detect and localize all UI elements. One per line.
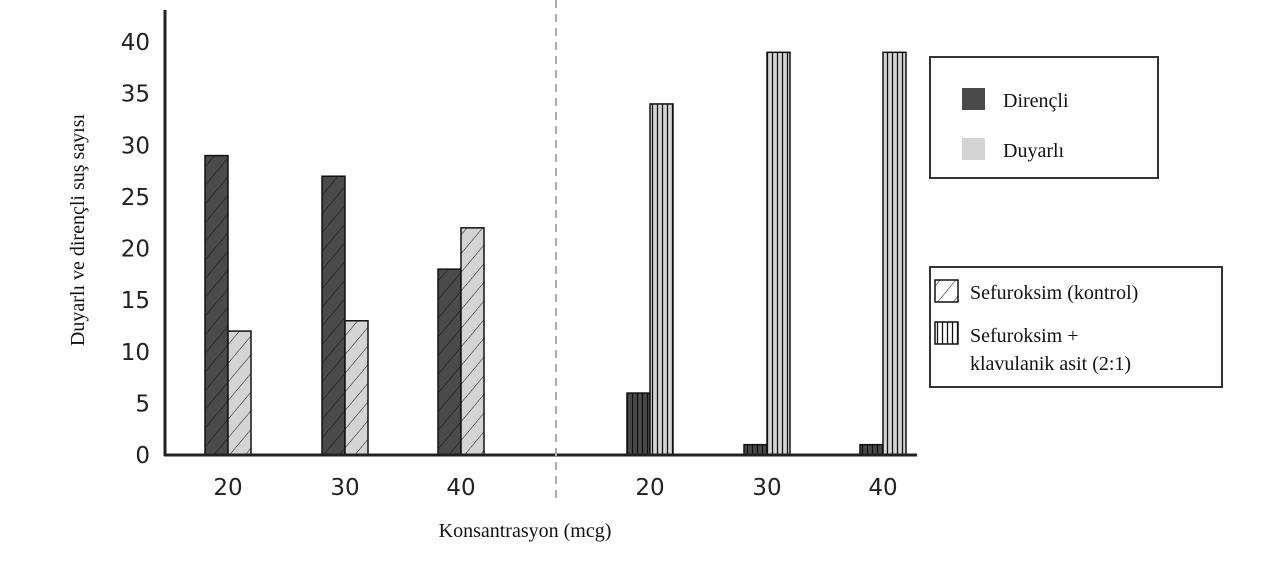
legend-label-direncli: Dirençli xyxy=(1003,90,1069,112)
y-tick-label: 10 xyxy=(121,340,150,366)
x-tick-label: 40 xyxy=(868,475,897,501)
legend-pattern: Sefuroksim (kontrol) Sefuroksim + klavul… xyxy=(929,266,1223,388)
y-axis-label: Duyarlı ve dirençli suş sayısı xyxy=(67,113,89,346)
legend-label-combo-1: Sefuroksim + xyxy=(970,325,1079,347)
bar-pattern-overlay xyxy=(460,227,485,456)
x-tick-label: 30 xyxy=(330,475,359,501)
legend-label-control: Sefuroksim (kontrol) xyxy=(970,282,1138,304)
bar-pattern-overlay xyxy=(882,51,907,456)
legend-swatch-duyarli xyxy=(962,138,985,160)
bar-pattern-overlay xyxy=(227,330,252,456)
bar-pattern-overlay xyxy=(204,154,229,456)
y-tick-label: 35 xyxy=(121,82,150,108)
bar-pattern-overlay xyxy=(743,443,768,456)
legend-color: Dirençli Duyarlı xyxy=(929,56,1159,179)
bar-pattern-overlay xyxy=(437,268,462,456)
y-tick-label: 30 xyxy=(121,133,150,159)
legend-swatch-vertical xyxy=(934,321,959,345)
x-tick-label: 30 xyxy=(752,475,781,501)
bar-pattern-overlay xyxy=(649,103,674,456)
bar-pattern-overlay xyxy=(321,175,346,456)
y-tick-label: 5 xyxy=(135,391,150,417)
x-tick-label: 40 xyxy=(446,475,475,501)
bar-pattern-overlay xyxy=(859,443,884,456)
legend-label-duyarli: Duyarlı xyxy=(1003,140,1065,162)
legend-label-combo-2: klavulanik asit (2:1) xyxy=(970,353,1131,375)
bar-pattern-overlay xyxy=(344,320,369,456)
y-tick-label: 0 xyxy=(135,443,150,469)
legend-swatch-diagonal xyxy=(934,279,959,303)
x-axis-label: Konsantrasyon (mcg) xyxy=(439,520,612,542)
bar-pattern-overlay xyxy=(626,392,651,456)
x-tick-label: 20 xyxy=(635,475,664,501)
y-tick-label: 40 xyxy=(121,30,150,56)
legend-swatch-direncli xyxy=(962,88,985,110)
y-tick-label: 15 xyxy=(121,288,150,314)
y-tick-label: 25 xyxy=(121,185,150,211)
x-tick-label: 20 xyxy=(213,475,242,501)
bar-pattern-overlay xyxy=(766,51,791,456)
y-tick-label: 20 xyxy=(121,237,150,263)
